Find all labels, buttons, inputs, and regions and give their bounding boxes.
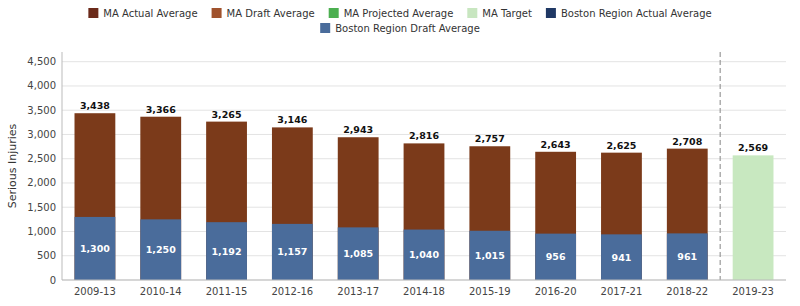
bar — [469, 146, 510, 280]
y-axis: 0 500 1,000 1,500 2,000 2,500 3,000 3,500 4,000 4… — [27, 52, 786, 286]
legend-label: Boston Region Draft Average — [335, 23, 480, 34]
y-tick-label: 2,000 — [27, 177, 56, 188]
legend-swatch — [212, 8, 222, 18]
x-tick-label: 2017-21 — [601, 286, 643, 297]
bar — [404, 230, 445, 280]
legend: MA Actual Average MA Draft Average MA Proj… — [88, 8, 711, 34]
bar — [75, 217, 116, 280]
grid-line — [62, 61, 786, 62]
legend-item: MA Projected Average — [329, 8, 454, 19]
bar — [338, 137, 379, 280]
legend-item: MA Actual Average — [88, 8, 197, 19]
legend-item: MA Draft Average — [212, 8, 315, 19]
bar — [140, 219, 181, 280]
grid-line — [62, 280, 786, 281]
bar — [404, 143, 445, 280]
bar — [535, 152, 576, 280]
data-label: 1,192 — [212, 246, 242, 257]
bar — [733, 155, 774, 280]
data-label: 2,625 — [606, 140, 636, 151]
data-label: 3,265 — [212, 109, 242, 120]
y-tick-label: 4,500 — [27, 56, 56, 67]
bar — [601, 153, 642, 280]
bar — [667, 149, 708, 280]
legend-label: MA Draft Average — [227, 8, 315, 19]
data-label: 961 — [677, 251, 697, 262]
x-axis-line — [62, 280, 786, 281]
x-tick-label: 2009-13 — [74, 286, 116, 297]
data-label: 1,300 — [80, 243, 110, 254]
x-axis: 2009-13 2010-14 2011-15 2012-16 2013-17 2014-… — [62, 280, 786, 297]
x-tick-label: 2011-15 — [206, 286, 248, 297]
data-label: 2,757 — [475, 133, 505, 144]
legend-swatch — [88, 8, 98, 18]
data-label: 2,816 — [409, 130, 439, 141]
bar — [75, 113, 116, 280]
data-label: 1,015 — [475, 250, 505, 261]
grid-line — [62, 85, 786, 86]
data-label: 956 — [546, 251, 566, 262]
legend-label: Boston Region Actual Average — [561, 8, 712, 19]
data-label: 2,569 — [738, 142, 768, 153]
bar — [469, 231, 510, 280]
legend-swatch — [467, 8, 477, 18]
legend-swatch — [320, 23, 330, 33]
x-tick-label: 2014-18 — [403, 286, 445, 297]
bars — [75, 113, 774, 280]
x-tick-label: 2015-19 — [469, 286, 511, 297]
legend-swatch — [329, 8, 339, 18]
data-label: 3,438 — [80, 100, 110, 111]
chart: MA Actual Average MA Draft Average MA Proj… — [0, 0, 800, 306]
y-tick-label: 2,500 — [27, 153, 56, 164]
bar — [667, 233, 708, 280]
data-label: 3,146 — [277, 114, 307, 125]
x-tick-label: 2013-17 — [337, 286, 379, 297]
y-tick-label: 1,000 — [27, 226, 56, 237]
separator-line — [720, 52, 721, 280]
y-axis-line — [62, 52, 63, 280]
legend-swatch — [546, 8, 556, 18]
bar — [272, 127, 313, 280]
bar — [535, 234, 576, 280]
y-tick-label: 0 — [50, 275, 56, 286]
data-label: 1,250 — [146, 244, 176, 255]
bar — [206, 122, 247, 280]
bar — [140, 117, 181, 280]
bar — [338, 227, 379, 280]
data-labels: 3,438 3,366 3,265 3,146 2,943 2,816 2,757 2,643… — [80, 100, 768, 262]
x-tick-label: 2016-20 — [535, 286, 577, 297]
y-tick-label: 500 — [37, 250, 56, 261]
data-label: 3,366 — [146, 104, 176, 115]
data-label: 1,157 — [277, 246, 307, 257]
bar — [206, 222, 247, 280]
x-tick-label: 2019-23 — [732, 286, 774, 297]
y-tick-label: 3,500 — [27, 105, 56, 116]
bar — [601, 234, 642, 280]
y-axis-title: Serious Injuries — [6, 123, 19, 208]
legend-label: MA Target — [482, 8, 532, 19]
legend-label: MA Actual Average — [103, 8, 197, 19]
data-label: 1,085 — [343, 248, 373, 259]
y-tick-label: 3,000 — [27, 129, 56, 140]
legend-item: MA Target — [467, 8, 532, 19]
legend-label: MA Projected Average — [344, 8, 454, 19]
bar — [272, 224, 313, 280]
y-tick-label: 1,500 — [27, 202, 56, 213]
x-tick-label: 2012-16 — [271, 286, 313, 297]
y-tick-label: 4,000 — [27, 80, 56, 91]
data-label: 2,643 — [541, 139, 571, 150]
legend-item: Boston Region Draft Average — [320, 23, 480, 34]
x-tick-label: 2010-14 — [140, 286, 182, 297]
data-label: 1,040 — [409, 249, 439, 260]
data-label: 2,708 — [672, 136, 702, 147]
legend-item: Boston Region Actual Average — [546, 8, 712, 19]
data-label: 2,943 — [343, 124, 373, 135]
data-label: 941 — [612, 252, 632, 263]
x-tick-label: 2018-22 — [666, 286, 708, 297]
